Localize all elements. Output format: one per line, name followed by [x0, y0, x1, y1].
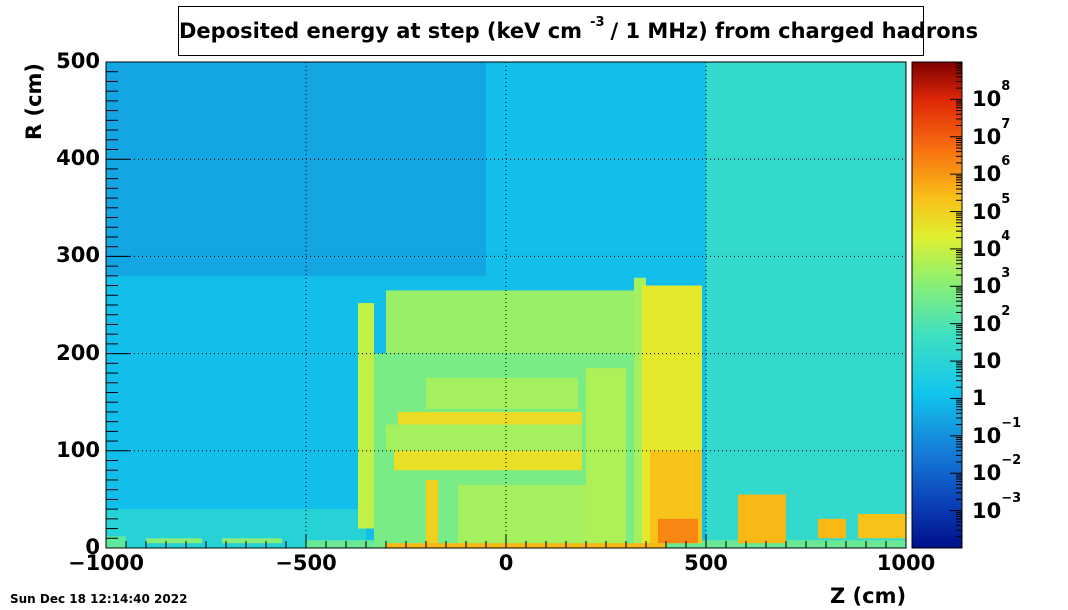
colorbar-tick-base: 10	[972, 498, 1002, 523]
colorbar-tick-label: 102	[972, 304, 1010, 336]
colorbar-tick-base: 10	[972, 162, 1002, 187]
y-tick-label: 100	[56, 437, 100, 462]
x-tick-label: 1000	[876, 551, 936, 575]
colorbar-tick-exponent: 3	[1001, 266, 1011, 282]
heatmap-region-5	[146, 538, 202, 544]
colorbar-tick-base: 10	[972, 423, 1002, 448]
y-tick-label: 300	[56, 243, 100, 268]
colorbar-tick-base: 10	[972, 311, 1002, 336]
colorbar-tick-exponent: −2	[1001, 453, 1022, 469]
colorbar-tick-label: 104	[972, 229, 1010, 261]
colorbar	[911, 61, 963, 549]
colorbar-tick-exponent: 6	[1001, 154, 1011, 170]
colorbar-tick-label: 10	[972, 349, 1001, 373]
x-tick-label: 0	[498, 551, 514, 575]
colorbar-tick-base: 10	[972, 124, 1002, 149]
colorbar-tick-label: 107	[972, 117, 1010, 149]
colorbar-tick-exponent: −3	[1001, 490, 1022, 506]
colorbar-tick-exponent: 8	[1001, 79, 1011, 95]
x-axis-label: Z (cm)	[830, 584, 907, 608]
x-tick-label: −500	[275, 551, 337, 575]
y-tick-label: 500	[56, 49, 100, 73]
colorbar-tick-base: 10	[972, 461, 1002, 486]
timestamp: Sun Dec 18 12:14:40 2022	[10, 592, 188, 606]
heatmap-region-8	[386, 290, 634, 354]
colorbar-tick-label: 10−1	[972, 416, 1021, 448]
colorbar-tick-base: 10	[972, 274, 1002, 299]
heatmap-region-14	[394, 450, 582, 471]
axis-ticks	[105, 61, 907, 549]
colorbar-tick-label: 10−3	[972, 491, 1021, 523]
title-main: Deposited energy at step (keV cm	[179, 19, 583, 43]
heatmap-region-13	[386, 424, 582, 451]
colorbar-tick-label: 10−2	[972, 453, 1021, 486]
colorbar-tick-exponent: −1	[1001, 415, 1022, 431]
colorbar-tick-label: 105	[972, 192, 1010, 224]
y-tick-label: 200	[56, 340, 100, 365]
grid-lines	[106, 62, 906, 548]
x-tick-label: −1000	[67, 551, 145, 575]
colorbar-tick-label: 1	[972, 386, 987, 410]
heatmap-region-12	[398, 411, 582, 425]
heatmap-region-22	[738, 494, 786, 544]
heatmap-region-6	[222, 538, 282, 544]
colorbar-tick-label: 103	[972, 266, 1010, 299]
title-rest: / 1 MHz) from charged hadrons	[610, 19, 979, 43]
chart-title-box: Deposited energy at step (keV cm -3 / 1 MH…	[178, 6, 978, 56]
y-tick-label: 0	[85, 535, 100, 559]
colorbar-tick-base: 10	[972, 199, 1002, 224]
heatmap-region-17	[586, 368, 626, 544]
colorbar-tick-exponent: 7	[1001, 116, 1011, 132]
colorbar-tick-exponent: 4	[1001, 228, 1011, 244]
colorbar-tick-label: 108	[972, 79, 1010, 112]
heatmap-region-16	[458, 484, 586, 544]
chart-title: Deposited energy at step (keV cm -3 / 1 MH…	[179, 15, 978, 43]
heatmap-region-4	[106, 536, 126, 548]
x-tick-label: 500	[684, 551, 728, 575]
heatmap-region-11	[426, 377, 578, 410]
heatmap-region-23	[818, 518, 846, 539]
colorbar-tick-exponent: 2	[1001, 303, 1011, 319]
heatmap-region-1	[106, 62, 486, 276]
colorbar-tick-exponent: 5	[1001, 191, 1011, 207]
heatmap-region-15	[426, 479, 438, 544]
y-tick-label: 400	[56, 146, 100, 171]
colorbar-tick-base: 10	[972, 236, 1002, 261]
colorbar-ticks	[950, 61, 962, 549]
heatmap-region-9	[358, 303, 374, 529]
heatmap-region-2	[706, 62, 906, 548]
title-exponent: -3	[590, 15, 605, 30]
heatmap-region-21	[658, 518, 698, 544]
heatmap-region-24	[858, 513, 906, 539]
colorbar-tick-base: 10	[972, 87, 1002, 112]
colorbar-tick-base: 10	[972, 349, 1002, 374]
y-axis-label: R (cm)	[22, 62, 46, 140]
colorbar-tick-base: 1	[972, 386, 987, 411]
colorbar-tick-label: 106	[972, 154, 1010, 187]
